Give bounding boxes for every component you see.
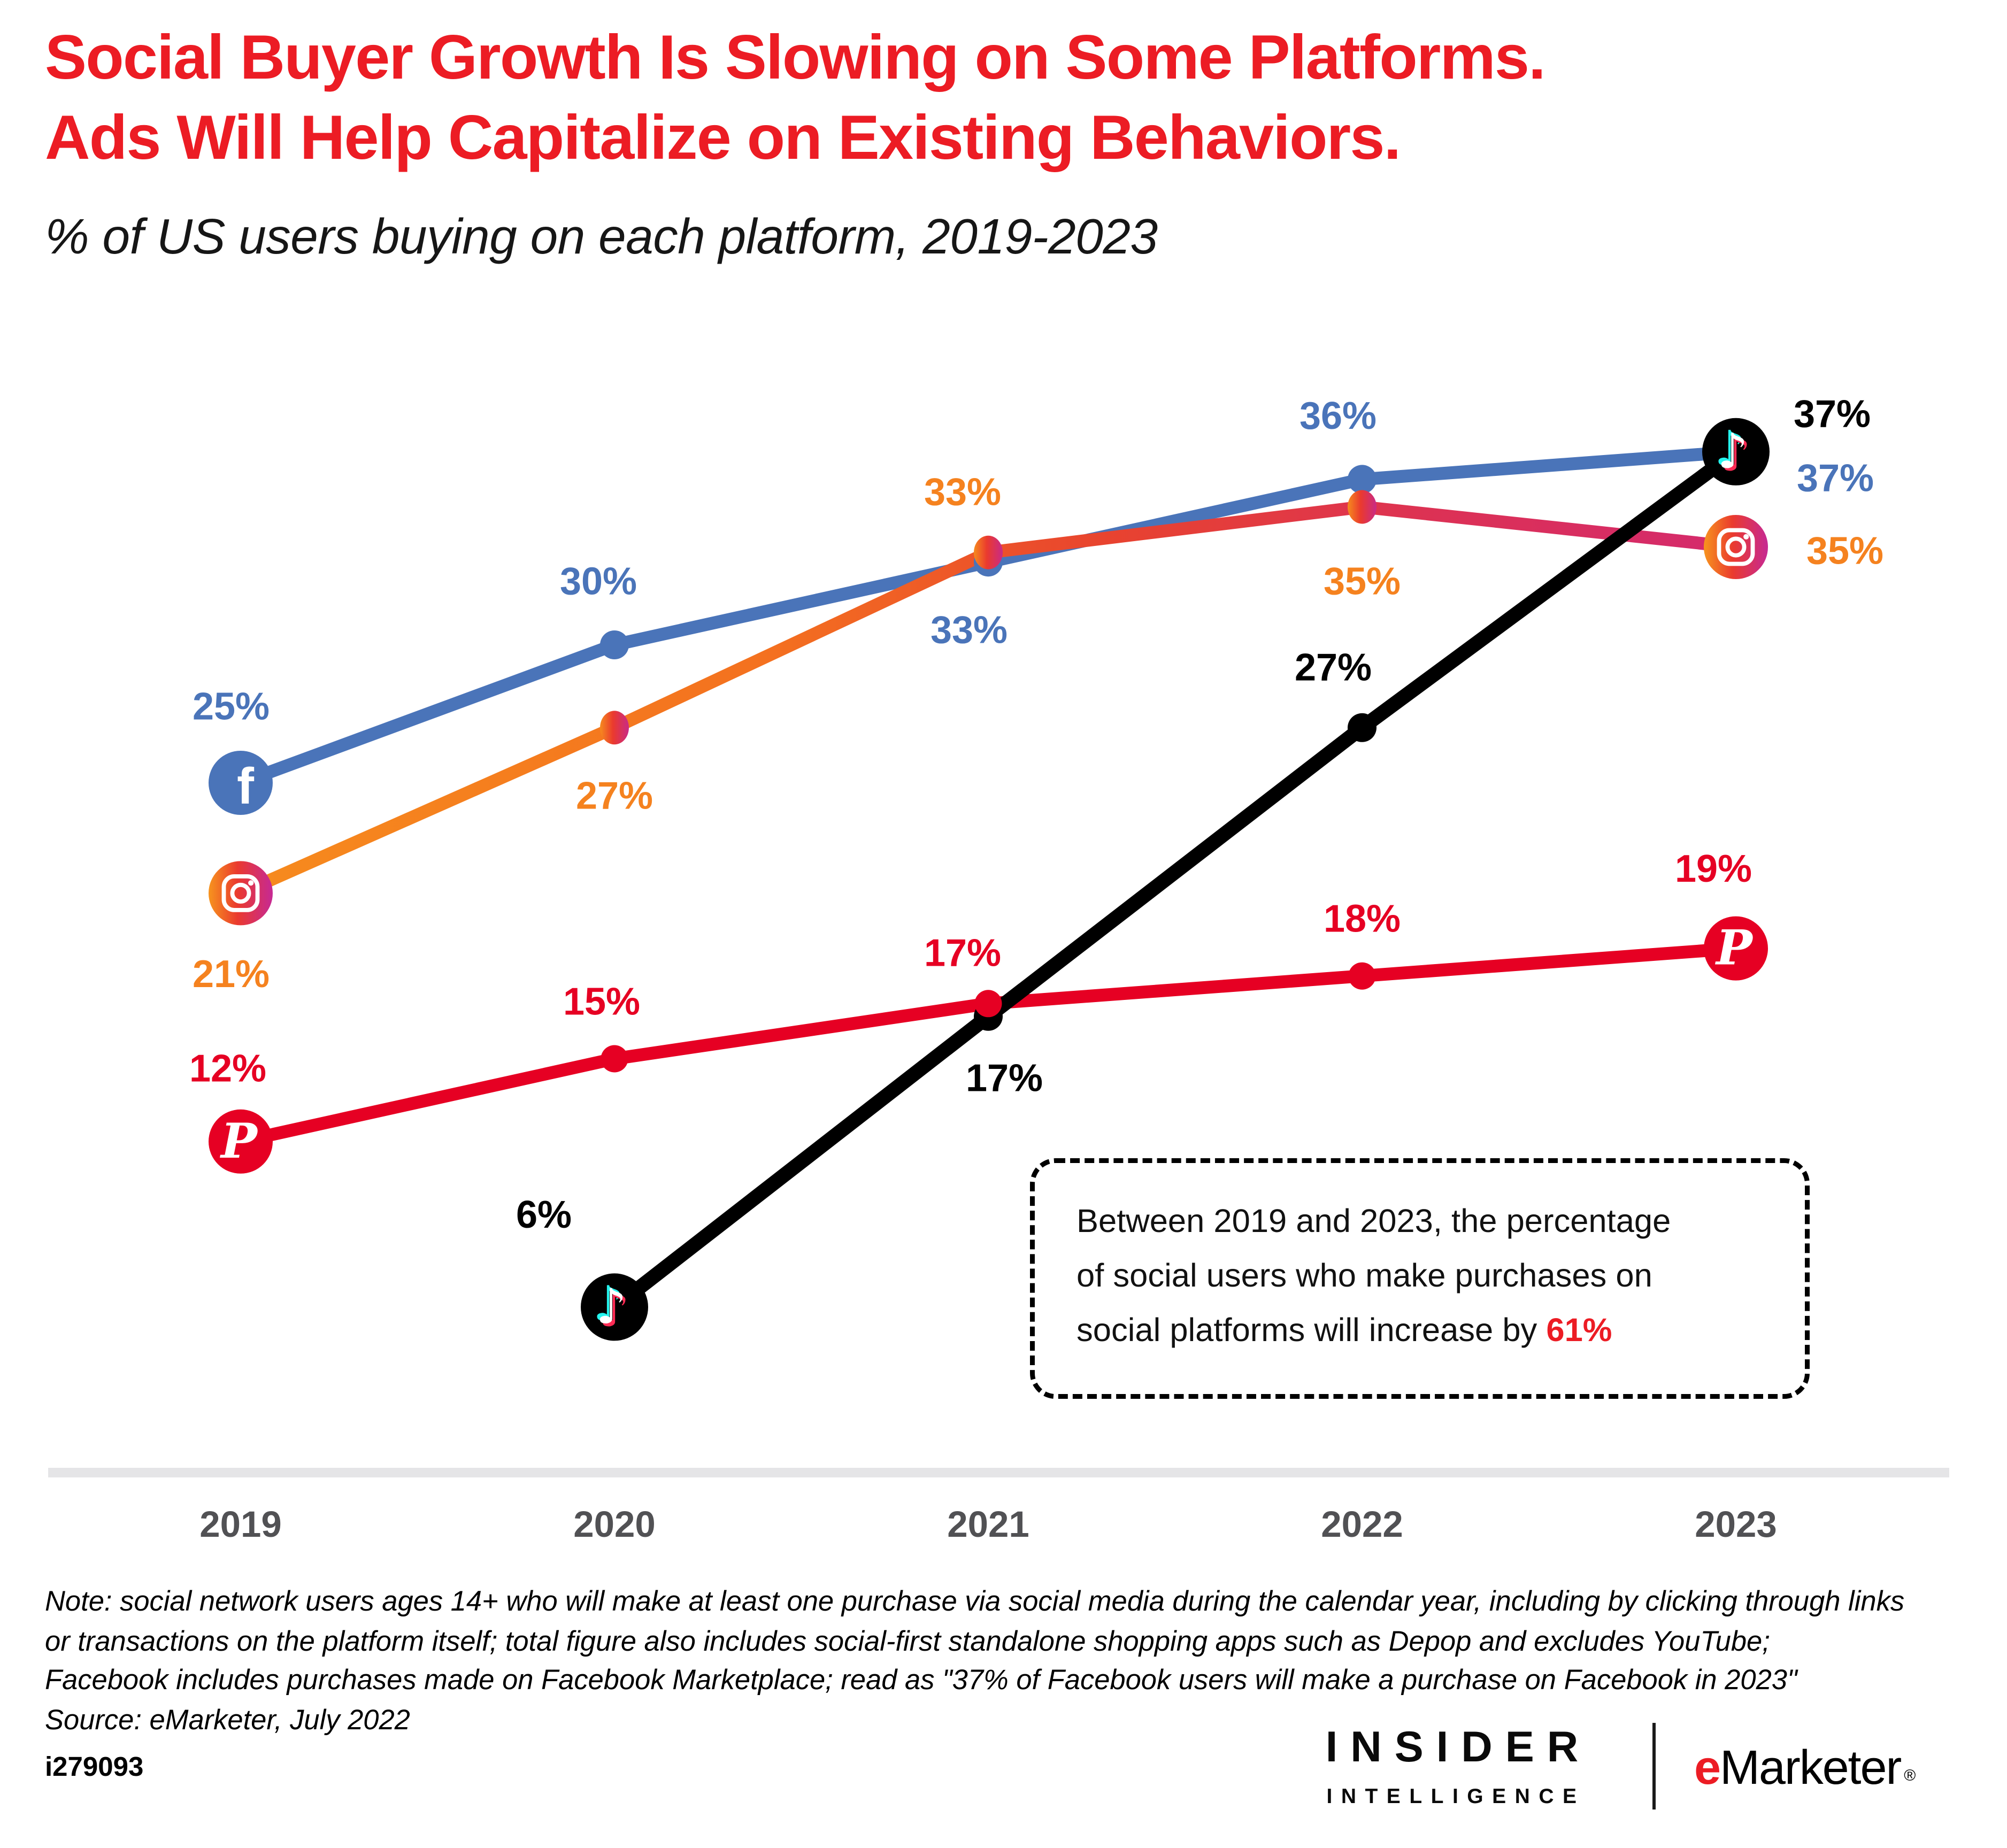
facebook-value-label-2019: 25% xyxy=(193,686,270,728)
tiktok-line xyxy=(607,444,1743,1314)
x-axis-label-2022: 2022 xyxy=(1321,1504,1403,1545)
callout-line-2: of social users who make purchases on xyxy=(1076,1258,1652,1295)
instagram-value-label-2022: 35% xyxy=(1324,560,1401,603)
tiktok-value-label-2023: 37% xyxy=(1794,392,1871,435)
facebook-value-label-2023: 37% xyxy=(1797,457,1874,499)
chart-subtitle: % of US users buying on each platform, 2… xyxy=(45,209,1158,265)
svg-text:♪: ♪ xyxy=(1717,424,1748,480)
instagram-value-label-2020: 27% xyxy=(576,774,653,817)
footnote-line-2: or transactions on the platform itself; … xyxy=(45,1624,1770,1657)
tiktok-value-label-2022: 27% xyxy=(1295,646,1372,689)
tiktok-icon: ♪♪♪ xyxy=(1702,418,1770,486)
brand-intelligence: INTELLIGENCE xyxy=(1326,1784,1586,1808)
facebook-point-2020 xyxy=(600,630,629,659)
instagram-value-label-2023: 35% xyxy=(1806,530,1883,573)
callout-highlight: 61% xyxy=(1546,1312,1612,1349)
pinterest-value-label-2020: 15% xyxy=(563,981,640,1023)
facebook-value-label-2022: 36% xyxy=(1299,395,1377,437)
emarketer-rest: Marketer xyxy=(1720,1742,1902,1795)
svg-text:P: P xyxy=(1714,920,1754,976)
pinterest-icon: P xyxy=(209,1109,273,1174)
brand-insider: INSIDER xyxy=(1325,1723,1591,1771)
x-axis-label-2023: 2023 xyxy=(1695,1504,1777,1545)
svg-text:P: P xyxy=(219,1113,258,1169)
instagram-point-2020 xyxy=(600,711,629,745)
tiktok-value-label-2020: 6% xyxy=(516,1194,572,1236)
x-axis-label-2021: 2021 xyxy=(947,1504,1029,1545)
facebook-value-label-2021: 33% xyxy=(931,609,1008,652)
registered-mark: ® xyxy=(1904,1768,1916,1785)
facebook-icon: f xyxy=(209,751,273,815)
tiktok-point-2022 xyxy=(1348,713,1377,742)
pinterest-line xyxy=(234,942,1742,1148)
svg-text:♪: ♪ xyxy=(1714,420,1745,476)
svg-text:♪: ♪ xyxy=(593,1276,624,1332)
x-axis-label-2019: 2019 xyxy=(199,1504,282,1545)
pinterest-value-label-2023: 19% xyxy=(1675,848,1752,890)
instagram-icon xyxy=(209,861,273,926)
pinterest-point-2021 xyxy=(974,990,1002,1018)
x-axis-line xyxy=(48,1468,1949,1477)
facebook-value-label-2020: 30% xyxy=(560,560,637,603)
instagram-icon xyxy=(1704,515,1768,579)
title-line-2: Ads Will Help Capitalize on Existing Beh… xyxy=(45,103,1401,173)
tiktok-value-label-2021: 17% xyxy=(966,1057,1043,1099)
instagram-point-2022 xyxy=(1348,490,1377,524)
svg-text:♪: ♪ xyxy=(596,1279,626,1335)
footnote-source: Source: eMarketer, July 2022 xyxy=(45,1703,410,1736)
footnote-line-1: Note: social network users ages 14+ who … xyxy=(45,1585,1905,1617)
callout-box: Between 2019 and 2023, the percentage of… xyxy=(1030,1158,1810,1399)
tiktok-icon: ♪♪♪ xyxy=(581,1273,648,1341)
insider-intelligence-logo: INSIDER INTELLIGENCE xyxy=(1303,1723,1601,1808)
instagram-value-label-2021: 33% xyxy=(924,471,1001,514)
callout-line-1: Between 2019 and 2023, the percentage xyxy=(1076,1203,1671,1240)
pinterest-value-label-2019: 12% xyxy=(189,1047,266,1090)
footnote-line-3: Facebook includes purchases made on Face… xyxy=(45,1664,1797,1696)
svg-text:♪: ♪ xyxy=(599,1282,629,1338)
pinterest-point-2022 xyxy=(1348,962,1376,990)
footnote: Note: social network users ages 14+ who … xyxy=(45,1582,1904,1739)
logo-divider xyxy=(1652,1723,1656,1810)
emarketer-logo: eMarketer ® xyxy=(1694,1742,1916,1797)
instagram-value-label-2019: 21% xyxy=(193,953,270,996)
svg-text:♪: ♪ xyxy=(1720,426,1751,482)
emarketer-e: e xyxy=(1694,1742,1721,1795)
title-line-1: Social Buyer Growth Is Slowing on Some P… xyxy=(45,24,1546,93)
instagram-point-2021 xyxy=(974,535,1003,569)
chart-id: i279093 xyxy=(45,1752,144,1782)
facebook-point-2022 xyxy=(1348,465,1377,494)
x-axis-label-2020: 2020 xyxy=(573,1504,656,1545)
callout-line-3-text: social platforms will increase by xyxy=(1076,1312,1547,1349)
pinterest-point-2020 xyxy=(601,1045,628,1073)
svg-text:f: f xyxy=(237,758,255,815)
page-title: Social Buyer Growth Is Slowing on Some P… xyxy=(45,19,1546,178)
callout-line-3: social platforms will increase by 61% xyxy=(1076,1304,1805,1359)
pinterest-value-label-2021: 17% xyxy=(924,931,1001,974)
pinterest-value-label-2022: 18% xyxy=(1324,898,1401,941)
pinterest-icon: P xyxy=(1704,916,1768,981)
